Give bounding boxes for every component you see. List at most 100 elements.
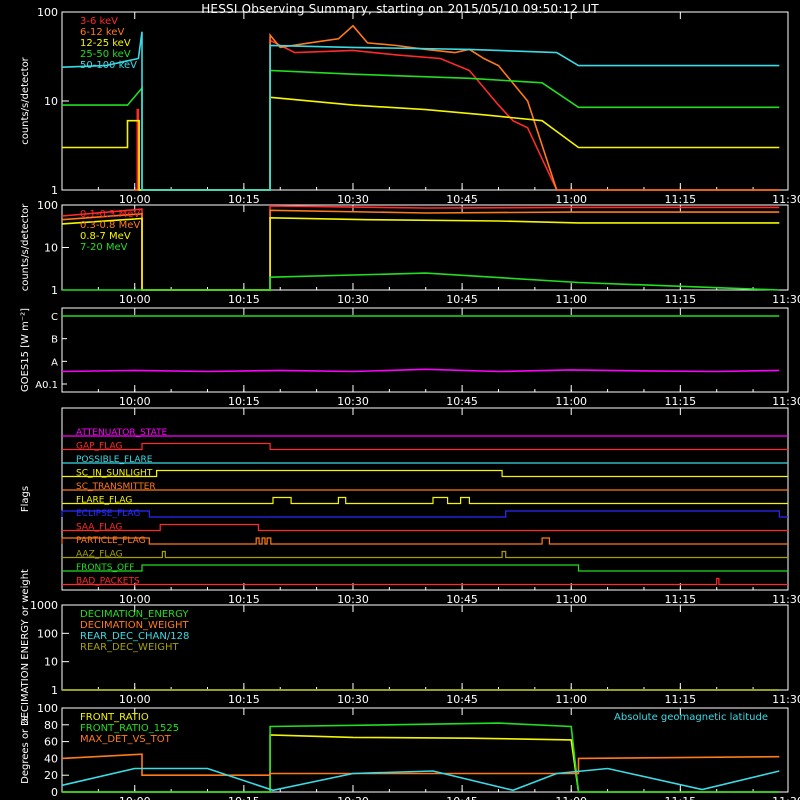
legend-entry: 0.1-0.3 MeV: [80, 209, 140, 220]
x-tick-label: 10:30: [337, 795, 369, 800]
x-tick-label: 10:00: [119, 693, 151, 706]
flag-label: FRONTS_OFF: [76, 563, 134, 573]
flag-line-sc-in-sunlight: [62, 469, 788, 478]
x-tick-label: 10:45: [446, 293, 478, 306]
flag-label: SC_TRANSMITTER: [76, 482, 156, 492]
y-tick-label: 10: [44, 656, 58, 669]
series-line-unnamed: [61, 767, 780, 792]
y-axis-label: counts/s/detector: [20, 203, 31, 291]
flag-line-fronts-off: [62, 564, 788, 572]
x-tick-label: 10:45: [446, 795, 478, 800]
y-tick-label: 100: [37, 199, 58, 212]
flag-label: ATTENUATOR_STATE: [76, 428, 168, 438]
flag-line-gap-flag: [62, 442, 788, 451]
x-tick-label: 11:00: [555, 193, 587, 206]
x-tick-label: 10:30: [337, 693, 369, 706]
panel-frame-0: [61, 11, 789, 191]
y-tick-label: 60: [44, 736, 58, 749]
legend-entry: 25-50 keV: [80, 49, 131, 60]
goes-series-magenta: [61, 368, 780, 373]
legend-entry: REAR_DEC_CHAN/128: [80, 631, 189, 642]
x-tick-label: 10:00: [119, 395, 151, 408]
x-tick-label: 10:30: [337, 293, 369, 306]
y-tick-label: 1: [51, 284, 58, 297]
y-tick-label: B: [51, 335, 58, 346]
x-tick-label: 10:30: [337, 395, 369, 408]
y-tick-label: 1000: [30, 599, 58, 612]
x-tick-label: 10:30: [337, 193, 369, 206]
flag-line-eclipse-flag: [61, 510, 788, 518]
x-tick-label: 10:15: [228, 395, 260, 408]
x-tick-label: 11:30: [772, 395, 800, 408]
flag-label: SAA_FLAG: [76, 523, 122, 533]
annotation-geomagnetic-latitude: Absolute geomagnetic latitude: [614, 712, 768, 723]
legend-entry: 6-12 keV: [80, 27, 124, 38]
flag-line-particle-flag: [61, 537, 788, 545]
y-tick-label: 20: [44, 769, 58, 782]
legend-entry: FRONT_RATIO: [80, 712, 149, 723]
x-tick-label: 10:00: [119, 795, 151, 800]
x-tick-label: 10:30: [337, 593, 369, 606]
x-tick-label: 10:15: [228, 795, 260, 800]
y-axis-label: DECIMATION ENERGY or weight: [20, 569, 31, 726]
x-tick-label: 11:15: [664, 693, 696, 706]
panel-frame-5: [61, 707, 789, 793]
x-tick-label: 11:30: [772, 795, 800, 800]
flag-label: ECLIPSE_FLAG: [76, 509, 140, 519]
panel-frame-2: [61, 307, 789, 393]
series-line-12-25-kev: [62, 96, 780, 191]
y-tick-label: C: [51, 312, 58, 323]
series-line-max-det-vs-tot: [61, 753, 780, 776]
x-tick-label: 10:15: [228, 593, 260, 606]
series-line-6-12-kev: [134, 24, 780, 191]
y-tick-label: 0: [51, 786, 58, 799]
x-tick-label: 10:45: [446, 395, 478, 408]
legend-entry: 50-100 keV: [80, 60, 137, 71]
legend-entry: 0.3-0.8 MeV: [80, 220, 140, 231]
x-tick-label: 11:00: [555, 395, 587, 408]
flag-line-saa-flag: [62, 523, 788, 532]
y-tick-label: 80: [44, 719, 58, 732]
x-tick-label: 11:30: [772, 193, 800, 206]
flag-label: GAP_FLAG: [76, 442, 122, 452]
flag-line-aaz-flag: [62, 550, 788, 559]
x-tick-label: 10:45: [446, 693, 478, 706]
x-tick-label: 10:15: [228, 693, 260, 706]
x-tick-label: 11:30: [772, 593, 800, 606]
series-line-0-8-7-mev: [61, 216, 780, 291]
flag-line-flare-flag: [62, 496, 788, 505]
series-line-25-50-kev: [62, 69, 780, 191]
legend-entry: MAX_DET_VS_TOT: [80, 734, 172, 745]
x-tick-label: 11:15: [664, 395, 696, 408]
series-line-50-100-kev: [61, 31, 780, 191]
y-tick-label: 100: [37, 6, 58, 19]
y-tick-label: 100: [37, 627, 58, 640]
x-tick-label: 10:00: [119, 193, 151, 206]
x-tick-label: 11:00: [555, 693, 587, 706]
legend-entry: DECIMATION_WEIGHT: [80, 620, 189, 631]
series-line-front-ratio-1525: [62, 722, 780, 793]
flag-label: PARTICLE_FLAG: [76, 536, 146, 546]
flag-label: POSSIBLE_FLARE: [76, 455, 153, 465]
x-tick-label: 11:15: [664, 293, 696, 306]
y-axis-label: GOES15 [W m⁻²]: [20, 308, 31, 392]
legend-entry: 0.8-7 MeV: [80, 231, 131, 242]
legend-entry: 3-6 keV: [80, 16, 118, 27]
x-tick-label: 11:30: [772, 293, 800, 306]
x-tick-label: 11:00: [555, 795, 587, 800]
x-tick-label: 10:00: [119, 293, 151, 306]
y-axis-label: counts/s/detector: [20, 56, 31, 144]
y-axis-label: Flags: [20, 486, 31, 512]
legend-entry: 7-20 MeV: [80, 242, 128, 253]
y-axis-label: Degrees or %: [20, 716, 31, 784]
flag-label: BAD_PACKETS: [76, 577, 140, 587]
x-tick-label: 11:00: [555, 593, 587, 606]
flag-label: FLARE_FLAG: [76, 496, 132, 506]
series-line-3-6-kev: [134, 39, 780, 191]
x-tick-label: 10:15: [228, 293, 260, 306]
x-tick-label: 11:15: [664, 193, 696, 206]
legend-entry: REAR_DEC_WEIGHT: [80, 642, 179, 653]
y-tick-label: 10: [44, 242, 58, 255]
y-tick-label: 100: [37, 702, 58, 715]
